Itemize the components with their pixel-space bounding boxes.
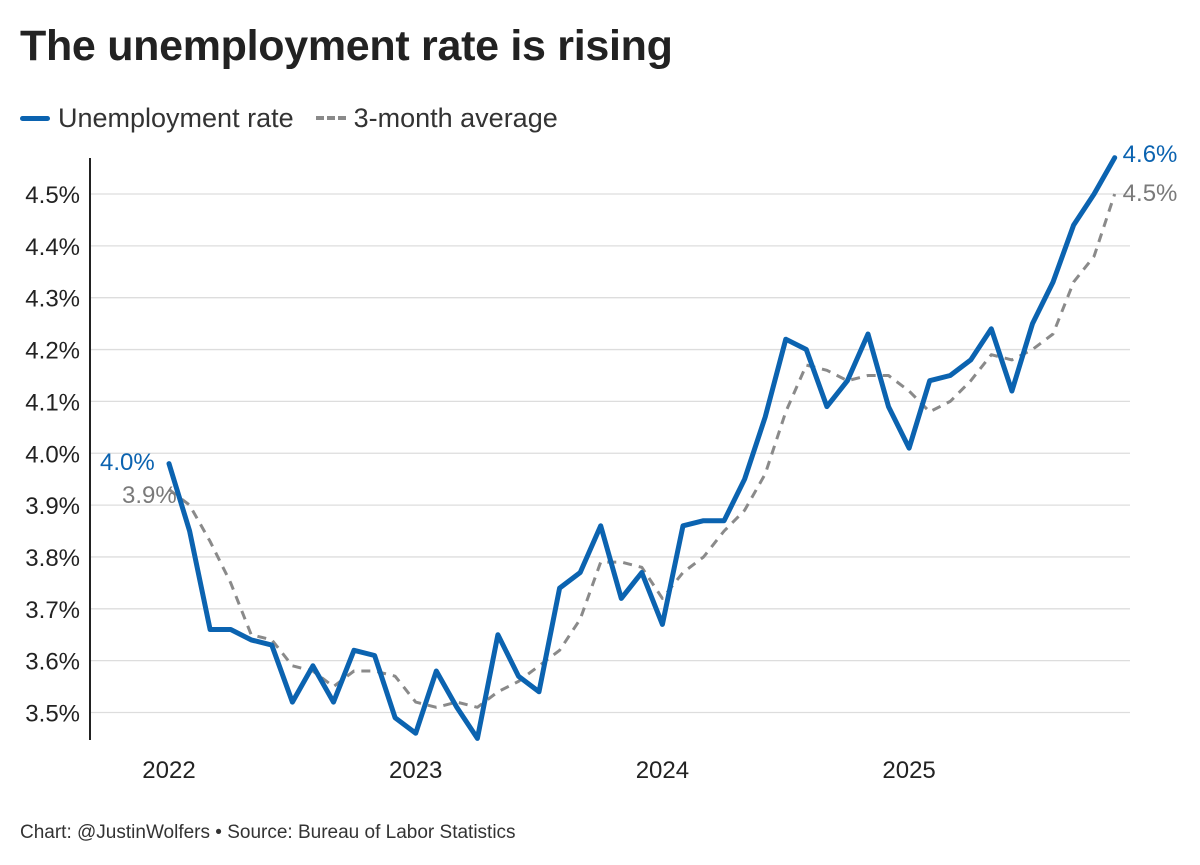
y-tick-label: 3.7% (25, 597, 80, 624)
chart-title: The unemployment rate is rising (20, 22, 673, 70)
y-tick-label: 4.2% (25, 338, 80, 365)
x-tick-label: 2024 (636, 757, 689, 784)
legend-label-unemployment-rate: Unemployment rate (58, 102, 294, 133)
legend-item-3-month-average: 3-month average (315, 102, 558, 134)
x-tick-label: 2022 (142, 757, 195, 784)
legend: Unemployment rate 3-month average (20, 100, 580, 136)
y-tick-label: 3.8% (25, 545, 80, 572)
x-tick-label: 2025 (882, 757, 935, 784)
series-line-unemployment-rate (166, 155, 1118, 741)
series-line-3-month-average (168, 193, 1117, 709)
footer-credit: Chart: @JustinWolfers • Source: Bureau o… (20, 822, 516, 844)
y-tick-label: 4.3% (25, 286, 80, 313)
y-tick-label: 4.0% (25, 441, 80, 468)
data-label-rate-start: 4.0% (100, 449, 155, 476)
data-label-avg-start: 3.9% (122, 482, 177, 509)
legend-swatch-dashed (315, 116, 346, 120)
y-tick-label: 4.5% (25, 182, 80, 209)
y-tick-label: 4.1% (25, 389, 80, 416)
data-label-rate-end: 4.6% (1123, 141, 1178, 168)
footer-separator: • (215, 822, 222, 843)
x-tick-label: 2023 (389, 757, 442, 784)
footer-source: Source: Bureau of Labor Statistics (227, 822, 516, 843)
y-tick-label: 3.6% (25, 649, 80, 676)
footer-chart-credit: Chart: @JustinWolfers (20, 822, 210, 843)
y-tick-label: 3.5% (25, 701, 80, 728)
data-label-avg-end: 4.5% (1123, 180, 1178, 207)
legend-swatch-solid (20, 115, 50, 121)
legend-item-unemployment-rate: Unemployment rate (20, 103, 294, 134)
y-tick-label: 3.9% (25, 493, 80, 520)
legend-label-3-month-average: 3-month average (353, 102, 558, 133)
y-tick-label: 4.4% (25, 234, 80, 261)
